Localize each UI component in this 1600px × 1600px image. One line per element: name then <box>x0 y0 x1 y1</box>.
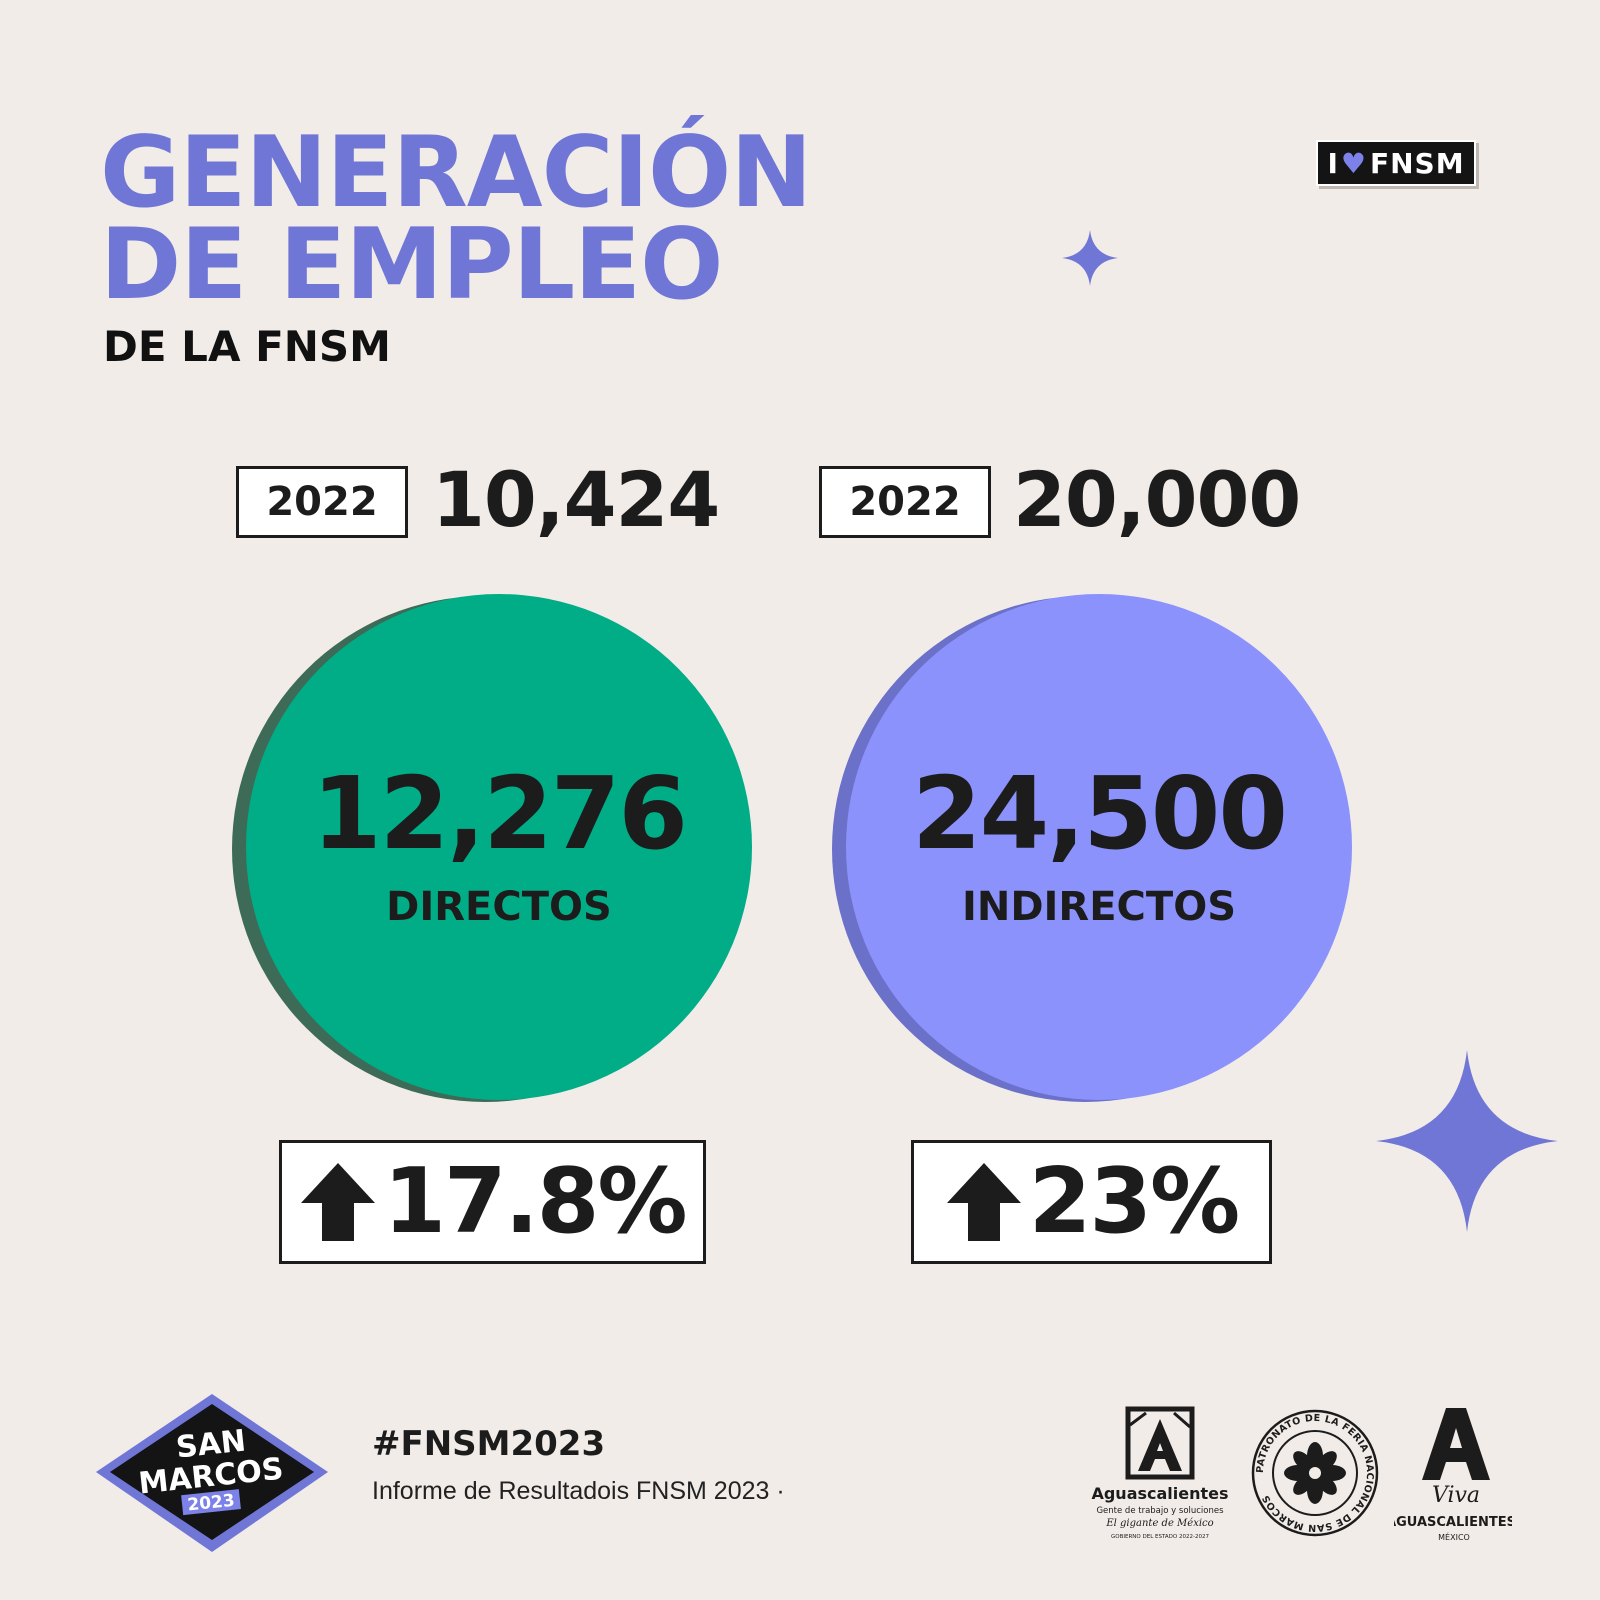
change-directos: 17.8% <box>383 1149 687 1254</box>
previous-value-directos: 10,424 <box>432 455 720 544</box>
year-box-indirectos: 2022 <box>819 466 991 538</box>
viva-aguascalientes-logo: Viva AGUASCALIENTES! MÉXICO <box>1394 1408 1512 1542</box>
gov-name: Aguascalientes <box>1091 1484 1228 1503</box>
label-indirectos: INDIRECTOS <box>961 884 1237 930</box>
arrow-up-icon <box>301 1163 376 1241</box>
san-marcos-logo: SAN MARCOS 2023 <box>96 1394 328 1552</box>
sparkle-large-icon <box>1376 1050 1558 1232</box>
logo-year: 2023 <box>187 1491 236 1516</box>
previous-value-indirectos: 20,000 <box>1013 455 1301 544</box>
page-subtitle: DE LA FNSM <box>103 322 391 371</box>
report-caption: Informe de Resultadois FNSM 2023 · <box>372 1477 785 1505</box>
page-title-line1: GENERACIÓN <box>100 116 812 230</box>
viva-line2: AGUASCALIENTES! <box>1394 1515 1512 1530</box>
label-directos: DIRECTOS <box>386 884 612 930</box>
year-box-directos: 2022 <box>236 466 408 538</box>
circle-indirectos: 24,500 INDIRECTOS <box>846 594 1352 1100</box>
viva-line1: Viva <box>1432 1483 1480 1508</box>
circle-directos: 12,276 DIRECTOS <box>246 594 752 1100</box>
i-love-fnsm-badge: I ♥ FNSM <box>1316 140 1476 186</box>
arrow-up-icon <box>946 1163 1021 1241</box>
sparkle-small-icon <box>1062 230 1118 286</box>
viva-line3: MÉXICO <box>1438 1531 1470 1542</box>
aguascalientes-government-logo: Aguascalientes Gente de trabajo y soluci… <box>1091 1406 1229 1540</box>
value-directos: 12,276 <box>312 755 688 872</box>
hashtag: #FNSM2023 <box>372 1424 606 1464</box>
change-indirectos: 23% <box>1028 1149 1240 1254</box>
badge-suffix: FNSM <box>1369 146 1465 180</box>
value-indirectos: 24,500 <box>912 755 1288 872</box>
gov-period: GOBIERNO DEL ESTADO 2022-2027 <box>1111 1534 1209 1540</box>
change-box-directos: 17.8% <box>279 1140 706 1264</box>
change-box-indirectos: 23% <box>911 1140 1272 1264</box>
page-title-line2: DE EMPLEO <box>100 208 723 322</box>
gov-tagline: Gente de trabajo y soluciones <box>1096 1506 1224 1516</box>
logo-text-line1: SAN <box>174 1423 247 1465</box>
badge-prefix: I <box>1327 146 1339 180</box>
heart-icon: ♥ <box>1340 146 1367 180</box>
flower-icon <box>1284 1442 1346 1504</box>
patronato-seal-logo: PATRONATO DE LA FERIA NACIONAL DE SAN MA… <box>1251 1409 1379 1537</box>
gov-slogan: El gigante de México <box>1105 1518 1213 1529</box>
